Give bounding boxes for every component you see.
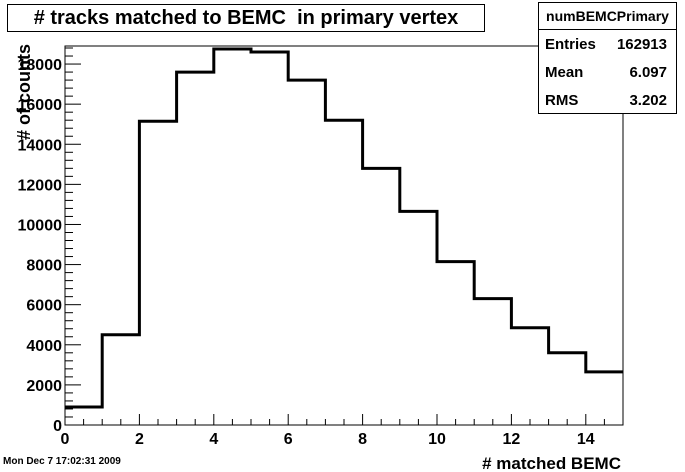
x-axis-ticks: 0 2 4 6 8 10 12 14 [61, 414, 605, 448]
y-tick-label: 0 [53, 418, 62, 435]
y-tick-label: 8000 [26, 258, 62, 275]
x-tick-label: 2 [135, 431, 144, 448]
x-tick-label: 4 [209, 431, 218, 448]
stats-row-entries: Entries 162913 [539, 30, 676, 58]
stats-rms-label: RMS [545, 92, 579, 109]
stats-row-rms: RMS 3.202 [539, 86, 676, 114]
stats-mean-value: 6.097 [629, 64, 667, 81]
x-tick-label: 14 [577, 431, 595, 448]
y-axis-ticks: 0 2000 4000 6000 8000 10000 12000 14000 16000 180… [18, 47, 81, 435]
timestamp: Mon Dec 7 17:02:31 2009 [3, 456, 121, 467]
y-tick-label: 4000 [26, 338, 62, 355]
x-tick-label: 8 [358, 431, 367, 448]
stats-histogram-name: numBEMCPrimary [539, 3, 676, 30]
x-tick-label: 0 [61, 431, 70, 448]
x-tick-label: 12 [503, 431, 521, 448]
chart-title: # tracks matched to BEMC in primary vert… [7, 4, 485, 32]
x-axis-label: # matched BEMC [482, 454, 621, 472]
y-tick-label: 10000 [18, 217, 63, 234]
x-tick-label: 10 [428, 431, 446, 448]
stats-entries-value: 162913 [616, 36, 667, 53]
stats-box: numBEMCPrimary Entries 162913 Mean 6.097… [538, 2, 677, 114]
y-tick-label: 2000 [26, 378, 62, 395]
stats-mean-label: Mean [545, 64, 584, 81]
y-tick-label: 18000 [18, 57, 63, 74]
y-tick-label: 6000 [26, 298, 62, 315]
histogram-line [65, 47, 623, 409]
stats-rms-value: 3.202 [629, 92, 667, 109]
y-tick-label: 16000 [18, 97, 63, 114]
y-tick-label: 12000 [18, 177, 63, 194]
stats-entries-label: Entries [545, 36, 596, 53]
x-tick-label: 6 [284, 431, 293, 448]
y-axis-label: # of counts [14, 44, 34, 140]
y-tick-label: 14000 [18, 137, 63, 154]
stats-row-mean: Mean 6.097 [539, 58, 676, 86]
